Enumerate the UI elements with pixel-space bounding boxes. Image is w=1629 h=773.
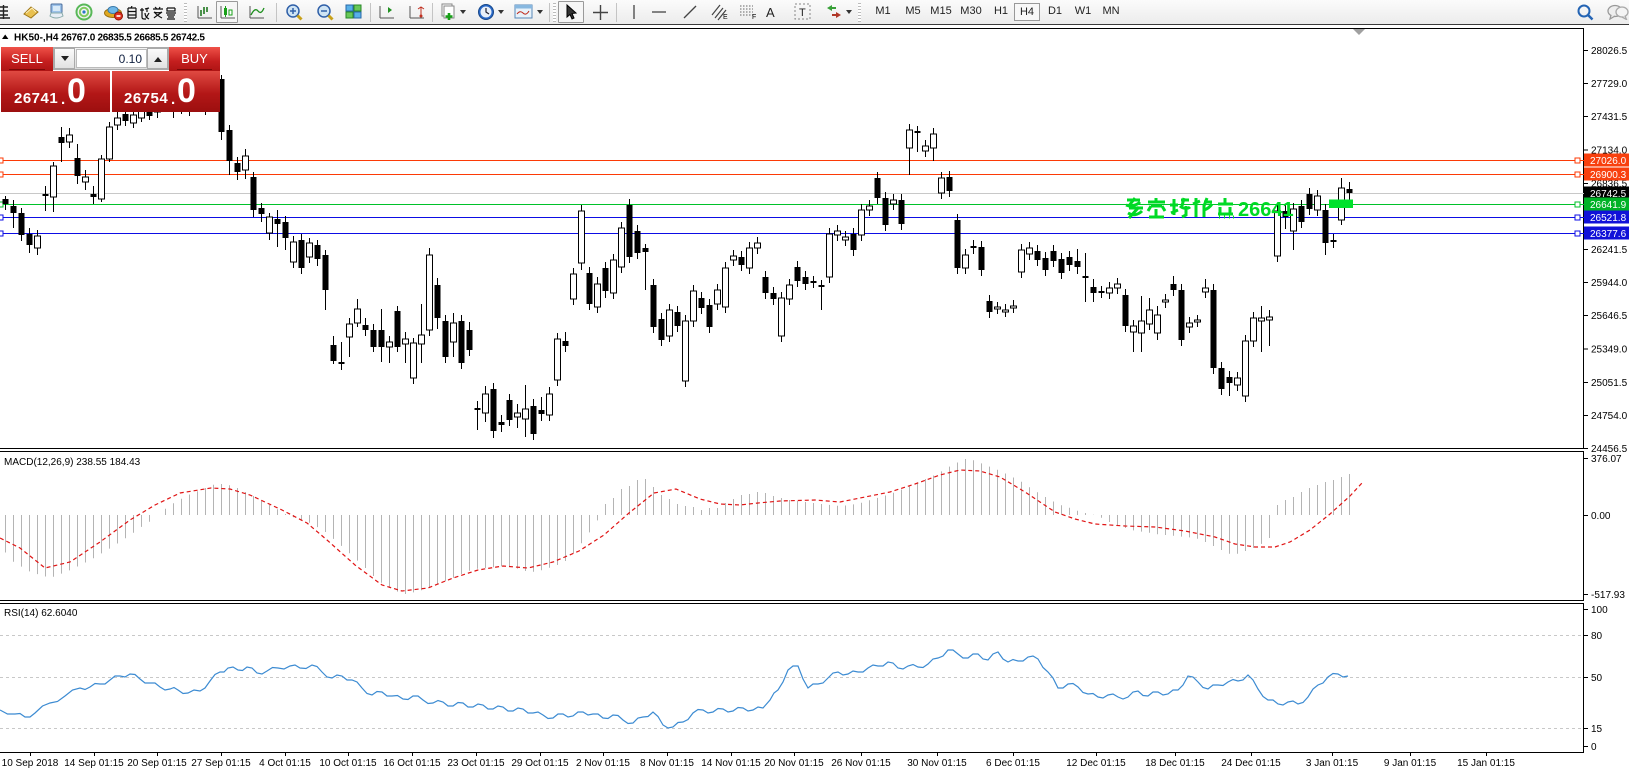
svg-text:26742.5: 26742.5 <box>1590 189 1627 200</box>
svg-text:26521.8: 26521.8 <box>1590 213 1627 224</box>
svg-text:27729.0: 27729.0 <box>1591 79 1628 90</box>
svg-text:24754.0: 24754.0 <box>1591 411 1628 422</box>
svg-text:25646.5: 25646.5 <box>1591 311 1628 322</box>
svg-text:16 Oct 01:15: 16 Oct 01:15 <box>383 758 441 769</box>
svg-text:27431.5: 27431.5 <box>1591 112 1628 123</box>
svg-text:23 Oct 01:15: 23 Oct 01:15 <box>447 758 505 769</box>
svg-text:15: 15 <box>1591 724 1603 735</box>
svg-text:26900.3: 26900.3 <box>1590 170 1627 181</box>
svg-text:10 Sep 2018: 10 Sep 2018 <box>2 758 59 769</box>
svg-text:20 Sep 01:15: 20 Sep 01:15 <box>127 758 187 769</box>
svg-text:27 Sep 01:15: 27 Sep 01:15 <box>191 758 251 769</box>
svg-text:26641.9: 26641.9 <box>1590 200 1627 211</box>
svg-text:14 Nov 01:15: 14 Nov 01:15 <box>701 758 761 769</box>
svg-text:10 Oct 01:15: 10 Oct 01:15 <box>319 758 377 769</box>
svg-text:6 Dec 01:15: 6 Dec 01:15 <box>986 758 1040 769</box>
svg-text:26767.0 26835.5 26685.5 26742.: 26767.0 26835.5 26685.5 26742.5 <box>61 33 205 44</box>
svg-text:RSI(14) 62.6040: RSI(14) 62.6040 <box>4 608 78 619</box>
svg-text:MACD(12,26,9) 238.55 184.43: MACD(12,26,9) 238.55 184.43 <box>4 457 141 468</box>
svg-text:0.00: 0.00 <box>1591 511 1611 522</box>
svg-text:24456.5: 24456.5 <box>1591 444 1628 455</box>
svg-text:E: E <box>723 14 728 21</box>
svg-text:28026.5: 28026.5 <box>1591 46 1628 57</box>
svg-text:26241.5: 26241.5 <box>1591 245 1628 256</box>
svg-text:14 Sep 01:15: 14 Sep 01:15 <box>64 758 124 769</box>
svg-text:26377.6: 26377.6 <box>1590 229 1627 240</box>
svg-text:26836.5: 26836.5 <box>1591 179 1628 190</box>
svg-text:4 Oct 01:15: 4 Oct 01:15 <box>259 758 311 769</box>
svg-text:0: 0 <box>1591 742 1597 753</box>
svg-text:50: 50 <box>1591 673 1603 684</box>
svg-text:29 Oct 01:15: 29 Oct 01:15 <box>511 758 569 769</box>
svg-text:80: 80 <box>1591 631 1603 642</box>
svg-text:8 Nov 01:15: 8 Nov 01:15 <box>640 758 694 769</box>
svg-text:T: T <box>799 7 806 19</box>
svg-text:25051.5: 25051.5 <box>1591 378 1628 389</box>
svg-text:2 Nov 01:15: 2 Nov 01:15 <box>576 758 630 769</box>
svg-text:376.07: 376.07 <box>1591 454 1622 465</box>
svg-text:-517.93: -517.93 <box>1591 590 1625 601</box>
svg-text:HK50-,H4: HK50-,H4 <box>14 33 59 44</box>
svg-text:20 Nov 01:15: 20 Nov 01:15 <box>764 758 824 769</box>
svg-text:100: 100 <box>1591 605 1608 616</box>
svg-text:26641: 26641 <box>1238 199 1294 221</box>
svg-text:26 Nov 01:15: 26 Nov 01:15 <box>831 758 891 769</box>
svg-text:15 Jan 01:15: 15 Jan 01:15 <box>1457 758 1515 769</box>
svg-text:25349.0: 25349.0 <box>1591 345 1628 356</box>
svg-text:3 Jan 01:15: 3 Jan 01:15 <box>1306 758 1359 769</box>
svg-text:30 Nov 01:15: 30 Nov 01:15 <box>907 758 967 769</box>
svg-text:18 Dec 01:15: 18 Dec 01:15 <box>1145 758 1205 769</box>
svg-text:25944.0: 25944.0 <box>1591 278 1628 289</box>
svg-text:24 Dec 01:15: 24 Dec 01:15 <box>1221 758 1281 769</box>
svg-text:12 Dec 01:15: 12 Dec 01:15 <box>1066 758 1126 769</box>
svg-text:27026.0: 27026.0 <box>1590 156 1627 167</box>
svg-text:F: F <box>752 14 756 21</box>
svg-text:9 Jan 01:15: 9 Jan 01:15 <box>1384 758 1437 769</box>
svg-text:27134.0: 27134.0 <box>1591 146 1628 157</box>
